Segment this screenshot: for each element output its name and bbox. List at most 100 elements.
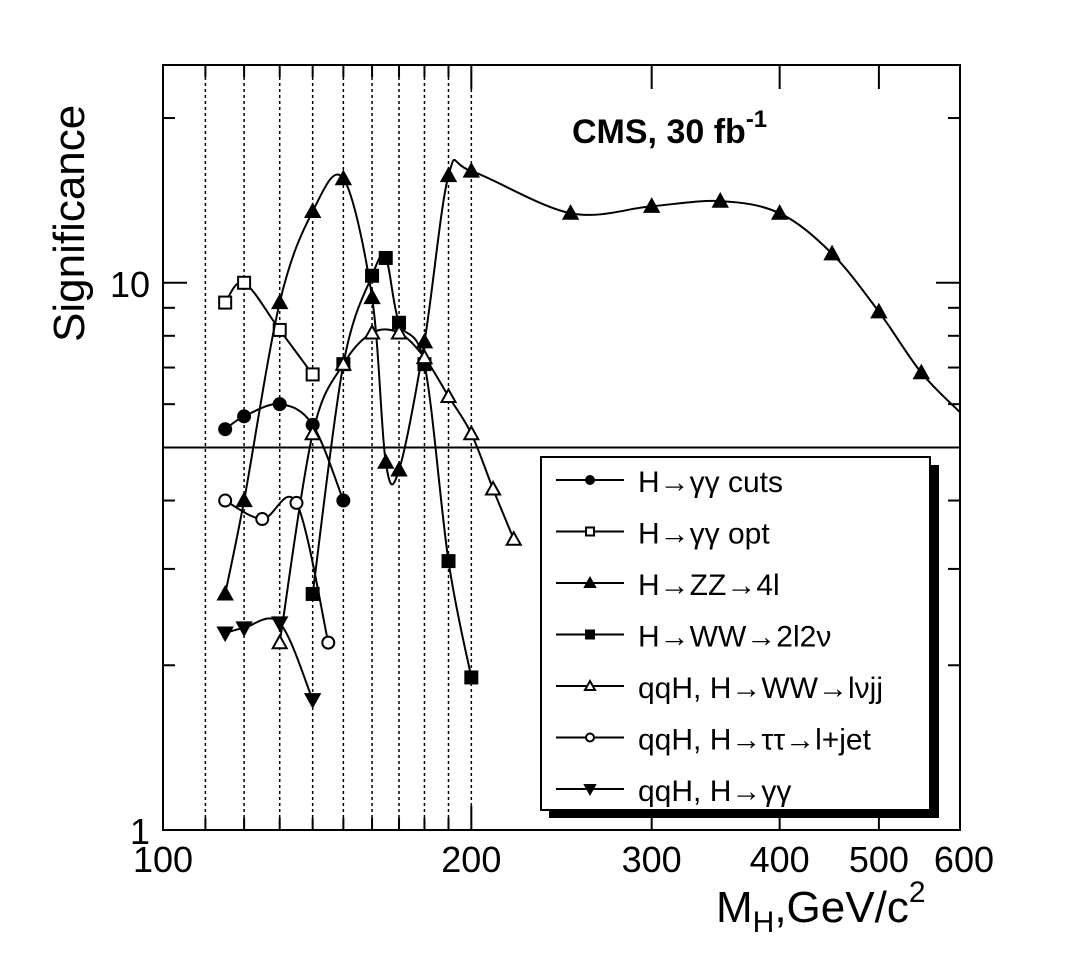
data-point [305, 367, 320, 382]
data-point [365, 268, 380, 283]
legend-marker [583, 784, 597, 797]
series-open-square [218, 275, 320, 382]
x-tick-label: 500 [849, 839, 909, 880]
chart-title: CMS, 30 fb-1 [572, 106, 767, 151]
x-tick-labels: 100 200 300 400 500 600 [133, 839, 994, 880]
series-line [311, 253, 473, 678]
data-point [484, 479, 502, 496]
series-filled-circle [218, 397, 351, 508]
data-point [271, 633, 289, 650]
data-point [505, 530, 523, 546]
data-point [321, 635, 336, 650]
x-axis-label-text: M [716, 883, 753, 932]
data-point [390, 323, 408, 340]
data-point [303, 693, 322, 709]
data-point [334, 169, 353, 186]
x-axis-label: MH,GeV/c2 [716, 876, 926, 939]
legend-entry: H→γγ cuts [556, 466, 783, 499]
data-point [336, 493, 351, 508]
data-point [303, 202, 322, 219]
series-line [224, 617, 314, 701]
legend-marker [585, 526, 595, 537]
chart-title-superscript: -1 [746, 106, 767, 133]
data-point [334, 355, 353, 371]
legend-marker [583, 678, 597, 691]
x-tick-label: 400 [750, 839, 810, 880]
data-series [216, 158, 961, 709]
legend-label: qqH, H→ττ→l+jet [638, 724, 872, 757]
legend-entry: qqH, H→γγ [556, 775, 791, 808]
legend-entry: H→γγ opt [556, 518, 770, 551]
chart-title-text: CMS, 30 fb [572, 113, 746, 151]
legend-marker [585, 732, 595, 743]
data-point [415, 348, 434, 365]
data-point [271, 293, 289, 310]
data-point [303, 424, 322, 441]
data-point [271, 616, 289, 632]
legend-label: qqH, H→WW→lνjj [638, 672, 883, 705]
legend-marker [583, 575, 597, 588]
data-point [218, 295, 233, 310]
data-point [272, 397, 287, 412]
data-point [439, 166, 458, 183]
data-point [255, 512, 270, 527]
data-point [218, 422, 233, 437]
data-point [561, 204, 580, 220]
series-open-circle [218, 493, 336, 650]
series-open-triangle-up [271, 323, 523, 650]
series-filled-triangle-down [216, 616, 322, 709]
legend-entry: H→ZZ→4l [556, 569, 780, 602]
data-point [439, 387, 458, 403]
data-point [870, 302, 888, 319]
plot-frame [162, 64, 961, 831]
x-tick-label: 600 [934, 839, 994, 880]
data-point [237, 275, 252, 290]
legend-marker [585, 475, 595, 485]
legend-label: H→WW→2l2ν [638, 621, 831, 654]
data-point [235, 621, 253, 638]
data-point [237, 409, 252, 424]
x-axis-label-units: ,GeV/c [774, 883, 909, 932]
data-point [390, 460, 408, 477]
legend-label: H→ZZ→4l [638, 569, 780, 602]
data-point [464, 670, 479, 685]
y-tick-labels: 1 10 [110, 264, 150, 852]
x-tick-label: 200 [441, 839, 501, 880]
legend-label: H→γγ opt [638, 518, 770, 551]
data-point [377, 453, 395, 469]
data-point [823, 244, 841, 261]
x-tick-label: 100 [133, 839, 193, 880]
y-tick-label: 1 [130, 811, 150, 852]
data-point [415, 332, 434, 349]
data-point [216, 584, 234, 601]
data-point [441, 554, 456, 569]
data-point [305, 586, 320, 601]
data-point [235, 491, 253, 508]
x-tick-label: 300 [622, 839, 682, 880]
series-filled-triangle-up [216, 158, 961, 601]
data-point [218, 493, 233, 508]
series-line [224, 158, 961, 595]
data-point [216, 626, 234, 643]
data-point [289, 495, 304, 510]
legend-marker [585, 629, 595, 640]
series-line [224, 495, 330, 643]
legend-entry: qqH, H→WW→lνjj [556, 672, 883, 705]
legend-entry: H→WW→2l2ν [556, 621, 831, 654]
y-tick-label: 10 [110, 264, 150, 305]
y-axis-label: Significance [45, 105, 94, 342]
series-line [224, 281, 314, 376]
data-point [770, 204, 789, 220]
legend-label: qqH, H→γγ [638, 775, 791, 808]
data-point [378, 250, 393, 265]
data-point [462, 162, 481, 178]
data-point [363, 288, 381, 305]
legend-entry: qqH, H→ττ→l+jet [556, 724, 872, 757]
data-point [642, 197, 661, 213]
data-point [363, 323, 381, 340]
data-point [462, 424, 481, 441]
x-axis-label-subscript: H [753, 906, 775, 939]
data-point [711, 192, 729, 208]
legend-label: H→γγ cuts [638, 466, 783, 499]
